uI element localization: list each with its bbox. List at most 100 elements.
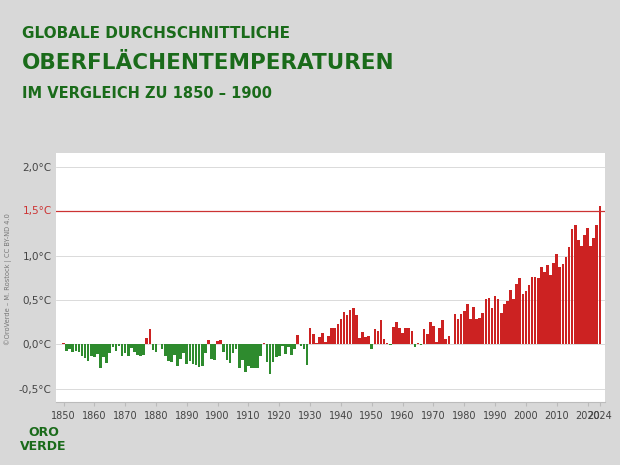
Bar <box>296 335 299 345</box>
Bar <box>552 263 555 345</box>
Bar <box>543 272 546 345</box>
Bar <box>528 285 530 345</box>
Bar <box>410 331 413 345</box>
Bar <box>565 257 567 345</box>
Bar <box>407 327 410 345</box>
Bar <box>161 345 164 349</box>
Bar <box>306 345 308 365</box>
Bar <box>559 267 561 345</box>
Bar <box>460 314 463 345</box>
Bar <box>293 345 296 349</box>
Bar <box>247 345 250 366</box>
Bar <box>337 324 339 345</box>
Bar <box>223 345 225 352</box>
Bar <box>149 329 151 345</box>
Bar <box>398 327 401 345</box>
Bar <box>592 238 595 345</box>
Bar <box>401 333 404 345</box>
Bar <box>229 345 231 363</box>
Bar <box>540 267 542 345</box>
Bar <box>260 345 262 356</box>
Bar <box>583 235 586 345</box>
Bar <box>167 345 170 361</box>
Bar <box>481 313 484 345</box>
Bar <box>373 329 376 345</box>
Bar <box>207 340 210 345</box>
Bar <box>521 294 524 345</box>
Bar <box>546 266 549 345</box>
Bar <box>143 345 145 355</box>
Bar <box>78 345 80 352</box>
Bar <box>469 319 472 345</box>
Bar <box>503 305 506 345</box>
Bar <box>299 345 302 346</box>
Bar <box>262 343 265 345</box>
Bar <box>404 328 407 345</box>
Bar <box>275 345 278 357</box>
Bar <box>484 299 487 345</box>
Bar <box>463 311 466 345</box>
Bar <box>121 345 123 356</box>
Bar <box>99 345 102 367</box>
Bar <box>435 342 438 345</box>
Bar <box>312 334 314 345</box>
Bar <box>379 320 383 345</box>
Bar <box>490 308 494 345</box>
Bar <box>386 343 389 345</box>
Text: GLOBALE DURCHSCHNITTLICHE: GLOBALE DURCHSCHNITTLICHE <box>22 26 290 40</box>
Bar <box>146 338 148 345</box>
Bar <box>241 345 244 360</box>
Bar <box>68 345 71 349</box>
Bar <box>355 315 358 345</box>
Bar <box>182 345 185 353</box>
Bar <box>361 332 364 345</box>
Bar <box>466 304 469 345</box>
Bar <box>219 340 222 345</box>
Bar <box>281 345 284 346</box>
Bar <box>102 345 105 357</box>
Bar <box>525 291 527 345</box>
Bar <box>568 247 570 345</box>
Bar <box>445 339 447 345</box>
Bar <box>124 345 126 353</box>
Bar <box>140 345 142 356</box>
Bar <box>118 345 120 346</box>
Bar <box>90 345 92 356</box>
Bar <box>81 345 83 356</box>
Bar <box>244 345 247 372</box>
Bar <box>500 313 503 345</box>
Bar <box>71 345 74 352</box>
Bar <box>330 328 333 345</box>
Bar <box>254 345 256 367</box>
Bar <box>179 345 182 359</box>
Bar <box>417 343 419 345</box>
Bar <box>176 345 179 366</box>
Bar <box>265 345 268 362</box>
Bar <box>232 345 234 353</box>
Bar <box>133 345 136 352</box>
Bar <box>250 345 253 368</box>
Bar <box>315 343 317 345</box>
Bar <box>284 345 287 354</box>
Bar <box>112 345 114 347</box>
Bar <box>494 297 497 345</box>
Bar <box>136 345 139 355</box>
Bar <box>487 298 490 345</box>
Bar <box>96 345 99 354</box>
Bar <box>537 278 539 345</box>
Bar <box>365 338 367 345</box>
Bar <box>210 345 213 359</box>
Bar <box>173 345 176 355</box>
Bar <box>287 345 290 347</box>
Bar <box>195 345 197 365</box>
Bar <box>198 345 200 367</box>
Bar <box>479 318 481 345</box>
Bar <box>62 343 65 345</box>
Bar <box>392 327 395 345</box>
Bar <box>426 334 428 345</box>
Bar <box>571 229 574 345</box>
Bar <box>497 299 500 345</box>
Bar <box>441 319 444 345</box>
Bar <box>368 336 370 345</box>
Bar <box>93 345 95 357</box>
